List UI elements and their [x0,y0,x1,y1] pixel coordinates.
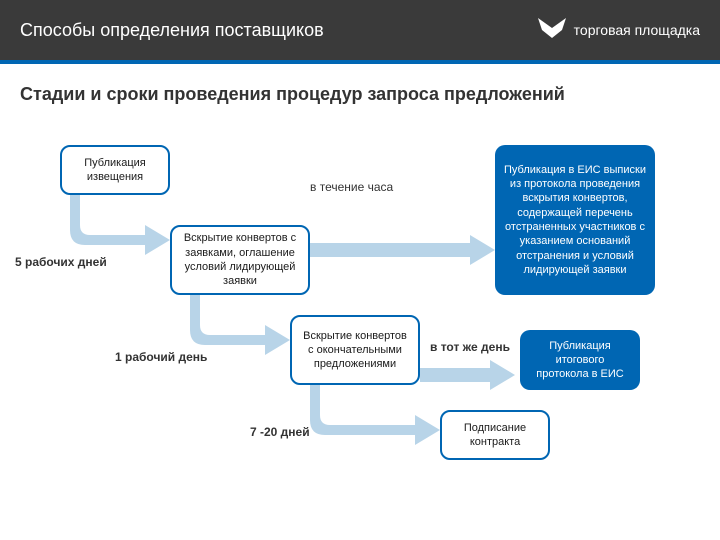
header: Способы определения поставщиков торговая… [0,0,720,60]
label-7-20-days: 7 -20 дней [250,425,310,439]
node-eis-extract: Публикация в ЕИС выписки из протокола пр… [495,145,655,295]
label-1-day: 1 рабочий день [115,350,207,364]
node-sign-contract: Подписание контракта [440,410,550,460]
page-title: Способы определения поставщиков [20,20,324,41]
node-final-envelopes: Вскрытие конвертов с окончательными пред… [290,315,420,385]
label-same-day: в тот же день [430,340,510,354]
node-final-protocol: Публикация итогового протокола в ЕИС [520,330,640,390]
logo: торговая площадка [538,18,700,43]
arrow-icon [310,385,440,445]
label-within-hour: в течение часа [310,180,393,194]
arrow-icon [310,235,495,265]
arrow-icon [190,295,290,355]
node-open-envelopes: Вскрытие конвертов с заявками, оглашение… [170,225,310,295]
logo-text: торговая площадка [574,22,700,38]
logo-icon [538,18,566,43]
arrow-icon [70,195,170,255]
label-5-days: 5 рабочих дней [15,255,107,269]
node-publication-notice: Публикация извещения [60,145,170,195]
flowchart: Публикация извещения 5 рабочих дней Вскр… [0,115,720,535]
subtitle: Стадии и сроки проведения процедур запро… [0,64,720,115]
